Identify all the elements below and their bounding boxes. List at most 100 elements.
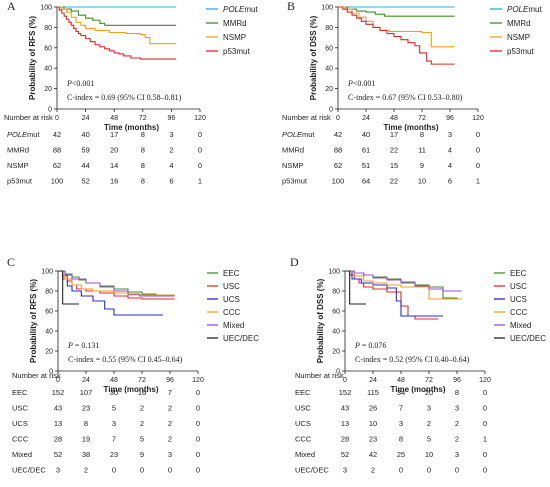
risk-table-title: Number at risk (295, 371, 344, 380)
risk-value: 23 (82, 404, 90, 413)
risk-value: 44 (81, 161, 89, 170)
risk-value: 3 (448, 130, 452, 139)
panel-letter: A (7, 0, 16, 13)
y-tick-label: 40 (325, 66, 333, 73)
risk-table-title: Number at risk (282, 113, 331, 122)
risk-value: 16 (138, 388, 146, 397)
risk-value: 52 (341, 450, 349, 459)
risk-row-label: Mixed (12, 450, 32, 459)
legend-label: POLEmut (507, 5, 542, 14)
risk-value: 8 (141, 161, 145, 170)
risk-value: 28 (54, 435, 62, 444)
y-tick-label: 0 (48, 107, 52, 114)
survival-curve-usc (58, 270, 175, 300)
risk-value: 0 (476, 130, 480, 139)
risk-row-label: NSMP (7, 161, 29, 170)
x-axis-title: Time (months) (104, 123, 159, 132)
survival-curve-p53mut (338, 6, 455, 65)
risk-value: 0 (168, 466, 172, 475)
risk-value: 42 (369, 450, 377, 459)
y-tick-label: 0 (49, 369, 53, 376)
y-axis-title: Probability of DSS (%) (316, 278, 325, 363)
c-index: C-index = 0.55 (95% CI 0.45–0.64) (68, 355, 183, 364)
x-tick-label: 48 (397, 377, 405, 384)
x-tick-label: 24 (82, 115, 90, 122)
y-axis-title: Probability of RFS (%) (29, 279, 38, 363)
risk-value: 0 (483, 419, 487, 428)
risk-value: 0 (198, 146, 202, 155)
risk-value: 152 (339, 388, 352, 397)
risk-value: 59 (81, 146, 89, 155)
legend-label: USC (223, 282, 240, 291)
risk-row-label: USC (12, 404, 28, 413)
y-tick-label: 0 (329, 107, 333, 114)
legend-label: UEC/DEC (510, 334, 546, 343)
risk-value: 11 (418, 146, 426, 155)
risk-value: 0 (196, 466, 200, 475)
risk-row-label: Mixed (295, 450, 315, 459)
panel-letter: B (287, 0, 295, 13)
legend-label: MMRd (223, 19, 247, 28)
y-tick-label: 100 (328, 269, 340, 276)
risk-row-label: POLEmut (282, 130, 315, 139)
x-tick-label: 96 (446, 115, 454, 122)
risk-value: 16 (110, 177, 118, 186)
risk-table-title: Number at risk (12, 371, 61, 380)
risk-value: 0 (196, 419, 200, 428)
x-tick-label: 48 (390, 115, 398, 122)
risk-value: 88 (334, 146, 342, 155)
y-tick-label: 60 (44, 45, 52, 52)
risk-value: 17 (390, 130, 398, 139)
x-tick-label: 120 (472, 115, 484, 122)
risk-value: 0 (198, 161, 202, 170)
c-index: C-index = 0.67 (95% CI 0.53–0.80) (348, 93, 463, 102)
y-tick-label: 100 (41, 269, 53, 276)
risk-value: 10 (425, 450, 433, 459)
panel-letter: D (290, 255, 299, 269)
risk-value: 23 (110, 450, 118, 459)
risk-value: 19 (82, 435, 90, 444)
x-tick-label: 120 (479, 377, 491, 384)
legend-label: UCS (510, 295, 527, 304)
risk-value: 62 (53, 161, 61, 170)
y-tick-label: 80 (325, 25, 333, 32)
risk-row-label: EEC (12, 388, 28, 397)
x-tick-label: 72 (425, 377, 433, 384)
survival-curve-ucs (345, 270, 443, 317)
x-tick-label: 24 (369, 377, 377, 384)
risk-value: 0 (196, 450, 200, 459)
risk-value: 4 (448, 146, 452, 155)
risk-value: 1 (198, 177, 202, 186)
legend-label: UEC/DEC (223, 334, 259, 343)
c-index: C-index = 0.69 (95% CI 0.58–0.81) (67, 93, 182, 102)
risk-value: 38 (82, 450, 90, 459)
risk-value: 0 (483, 404, 487, 413)
risk-value: 0 (140, 466, 144, 475)
risk-value: 152 (52, 388, 65, 397)
x-tick-label: 24 (362, 115, 370, 122)
risk-value: 5 (140, 435, 144, 444)
risk-row-label: NSMP (282, 161, 304, 170)
risk-value: 7 (168, 388, 172, 397)
x-tick-label: 48 (110, 115, 118, 122)
x-axis-title: Time (months) (104, 385, 159, 394)
risk-row-label: EEC (295, 388, 311, 397)
risk-value: 42 (334, 130, 342, 139)
legend-label: Mixed (510, 321, 531, 330)
risk-value: 0 (483, 450, 487, 459)
risk-value: 3 (427, 404, 431, 413)
legend-label: USC (510, 282, 527, 291)
y-tick-label: 20 (44, 86, 52, 93)
survival-curve-p53mut (57, 6, 177, 60)
risk-value: 62 (334, 161, 342, 170)
risk-row-label: UCS (12, 419, 28, 428)
risk-value: 25 (397, 450, 405, 459)
survival-curve-uec-dec (345, 270, 366, 305)
y-tick-label: 60 (332, 309, 340, 316)
p-value: P<0.001 (347, 79, 375, 88)
risk-value: 7 (399, 404, 403, 413)
risk-row-label: UEC/DEC (295, 466, 329, 475)
legend-label: p53mut (223, 47, 250, 56)
